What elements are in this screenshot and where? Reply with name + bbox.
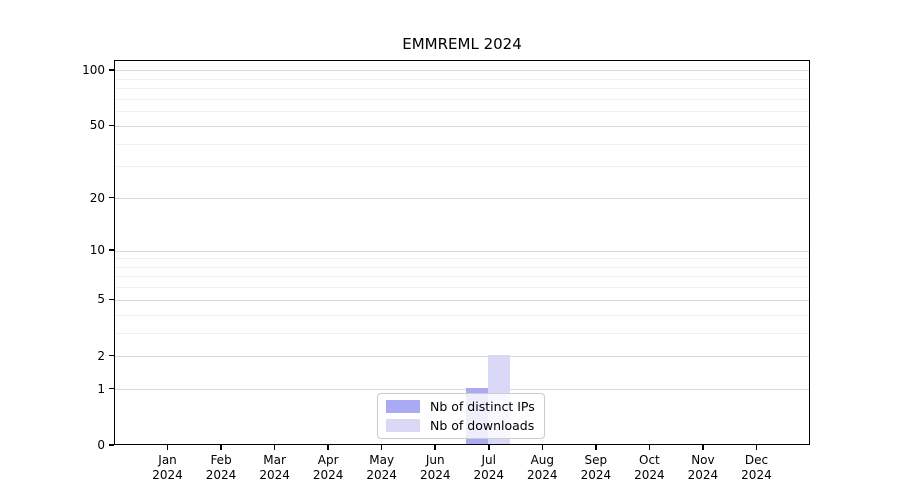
legend-entry: Nb of distinct IPs xyxy=(378,398,544,416)
minor-gridline xyxy=(115,314,809,316)
x-tick-year: 2024 xyxy=(312,468,344,482)
x-tick-year: 2024 xyxy=(634,468,665,482)
x-tick-month: Dec xyxy=(744,453,769,467)
y-tick-mark xyxy=(109,387,114,390)
x-tick-label: Nov 2024 xyxy=(673,453,733,483)
x-tick-month: Aug xyxy=(530,453,555,467)
x-tick-mark xyxy=(220,445,222,450)
x-tick-year: 2024 xyxy=(419,468,451,482)
major-gridline xyxy=(115,389,809,391)
x-tick-mark xyxy=(648,445,651,450)
x-tick-mark xyxy=(327,445,329,450)
x-tick-label: May 2024 xyxy=(352,453,412,483)
legend-label: Nb of distinct IPs xyxy=(430,399,535,414)
x-tick-label: Oct 2024 xyxy=(619,453,679,483)
major-gridline xyxy=(115,356,809,358)
minor-gridline xyxy=(115,258,809,260)
x-tick-year: 2024 xyxy=(580,468,612,482)
major-gridline xyxy=(115,125,809,127)
major-gridline xyxy=(115,299,809,301)
minor-gridline xyxy=(115,78,809,80)
x-tick-mark xyxy=(755,445,758,450)
legend-swatch-nb-of-downloads xyxy=(386,419,420,432)
x-tick-month: Sep xyxy=(584,453,608,467)
major-gridline xyxy=(115,70,809,72)
x-tick-year: 2024 xyxy=(205,468,237,482)
x-tick-mark xyxy=(595,445,597,450)
minor-gridline xyxy=(115,287,809,289)
y-tick-label: 2 xyxy=(97,348,105,363)
x-tick-month: Oct xyxy=(639,453,660,467)
y-tick-label: 50 xyxy=(89,118,105,133)
x-tick-month: Jul xyxy=(481,453,496,467)
x-tick-month: Nov xyxy=(691,453,715,467)
x-tick-year: 2024 xyxy=(259,468,290,482)
x-tick-label: Sep 2024 xyxy=(566,453,626,483)
x-tick-month: Mar xyxy=(263,453,286,467)
x-tick-month: Feb xyxy=(210,453,232,467)
x-tick-label: Jul 2024 xyxy=(459,453,519,483)
chart-title: EMMREML 2024 xyxy=(402,35,522,53)
y-tick-label: 5 xyxy=(97,292,105,307)
x-tick-year: 2024 xyxy=(527,468,558,482)
plot-area xyxy=(114,60,810,445)
x-tick-year: 2024 xyxy=(152,468,183,482)
x-tick-month: Jan xyxy=(158,453,177,467)
x-tick-year: 2024 xyxy=(741,468,772,482)
x-tick-month: Apr xyxy=(317,453,339,467)
minor-gridline xyxy=(115,166,809,168)
major-gridline xyxy=(115,250,809,252)
x-tick-month: May xyxy=(369,453,395,467)
y-tick-mark xyxy=(109,444,114,446)
y-tick-mark xyxy=(109,298,114,301)
x-tick-month: Jun xyxy=(425,453,445,467)
y-tick-label: 0 xyxy=(97,438,105,452)
y-tick-mark xyxy=(109,69,114,71)
x-tick-label: Mar 2024 xyxy=(245,453,305,483)
y-tick-label: 100 xyxy=(82,62,105,77)
x-tick-mark xyxy=(541,445,544,450)
x-tick-year: 2024 xyxy=(687,468,719,482)
x-tick-label: Apr 2024 xyxy=(298,453,358,483)
y-tick-mark xyxy=(109,354,114,357)
minor-gridline xyxy=(115,143,809,145)
x-tick-year: 2024 xyxy=(473,468,505,482)
y-tick-mark xyxy=(109,124,114,127)
minor-gridline xyxy=(115,88,809,90)
y-tick-label: 20 xyxy=(89,190,105,205)
legend: Nb of distinct IPs Nb of downloads xyxy=(377,393,545,439)
y-tick-mark xyxy=(109,196,114,199)
x-tick-mark xyxy=(488,445,490,450)
legend-label: Nb of downloads xyxy=(430,418,535,433)
x-tick-label: Dec 2024 xyxy=(726,453,786,483)
x-tick-mark xyxy=(166,445,169,450)
x-tick-year: 2024 xyxy=(366,468,397,482)
minor-gridline xyxy=(115,332,809,334)
y-tick-label: 10 xyxy=(89,243,105,258)
minor-gridline xyxy=(115,276,809,278)
legend-entry: Nb of downloads xyxy=(378,417,544,435)
minor-gridline xyxy=(115,266,809,268)
x-tick-label: Jun 2024 xyxy=(405,453,465,483)
y-tick-label: 1 xyxy=(97,381,105,396)
x-tick-label: Jan 2024 xyxy=(138,453,198,483)
x-tick-label: Feb 2024 xyxy=(191,453,251,483)
x-tick-mark xyxy=(434,445,436,450)
x-tick-mark xyxy=(702,445,704,450)
legend-swatch-nb-of-distinct-ips xyxy=(386,400,420,413)
minor-gridline xyxy=(115,98,809,100)
x-tick-mark xyxy=(273,445,276,450)
x-tick-mark xyxy=(380,445,383,450)
major-gridline xyxy=(115,198,809,199)
x-tick-label: Aug 2024 xyxy=(512,453,572,483)
y-tick-mark xyxy=(109,249,114,251)
minor-gridline xyxy=(115,111,809,113)
